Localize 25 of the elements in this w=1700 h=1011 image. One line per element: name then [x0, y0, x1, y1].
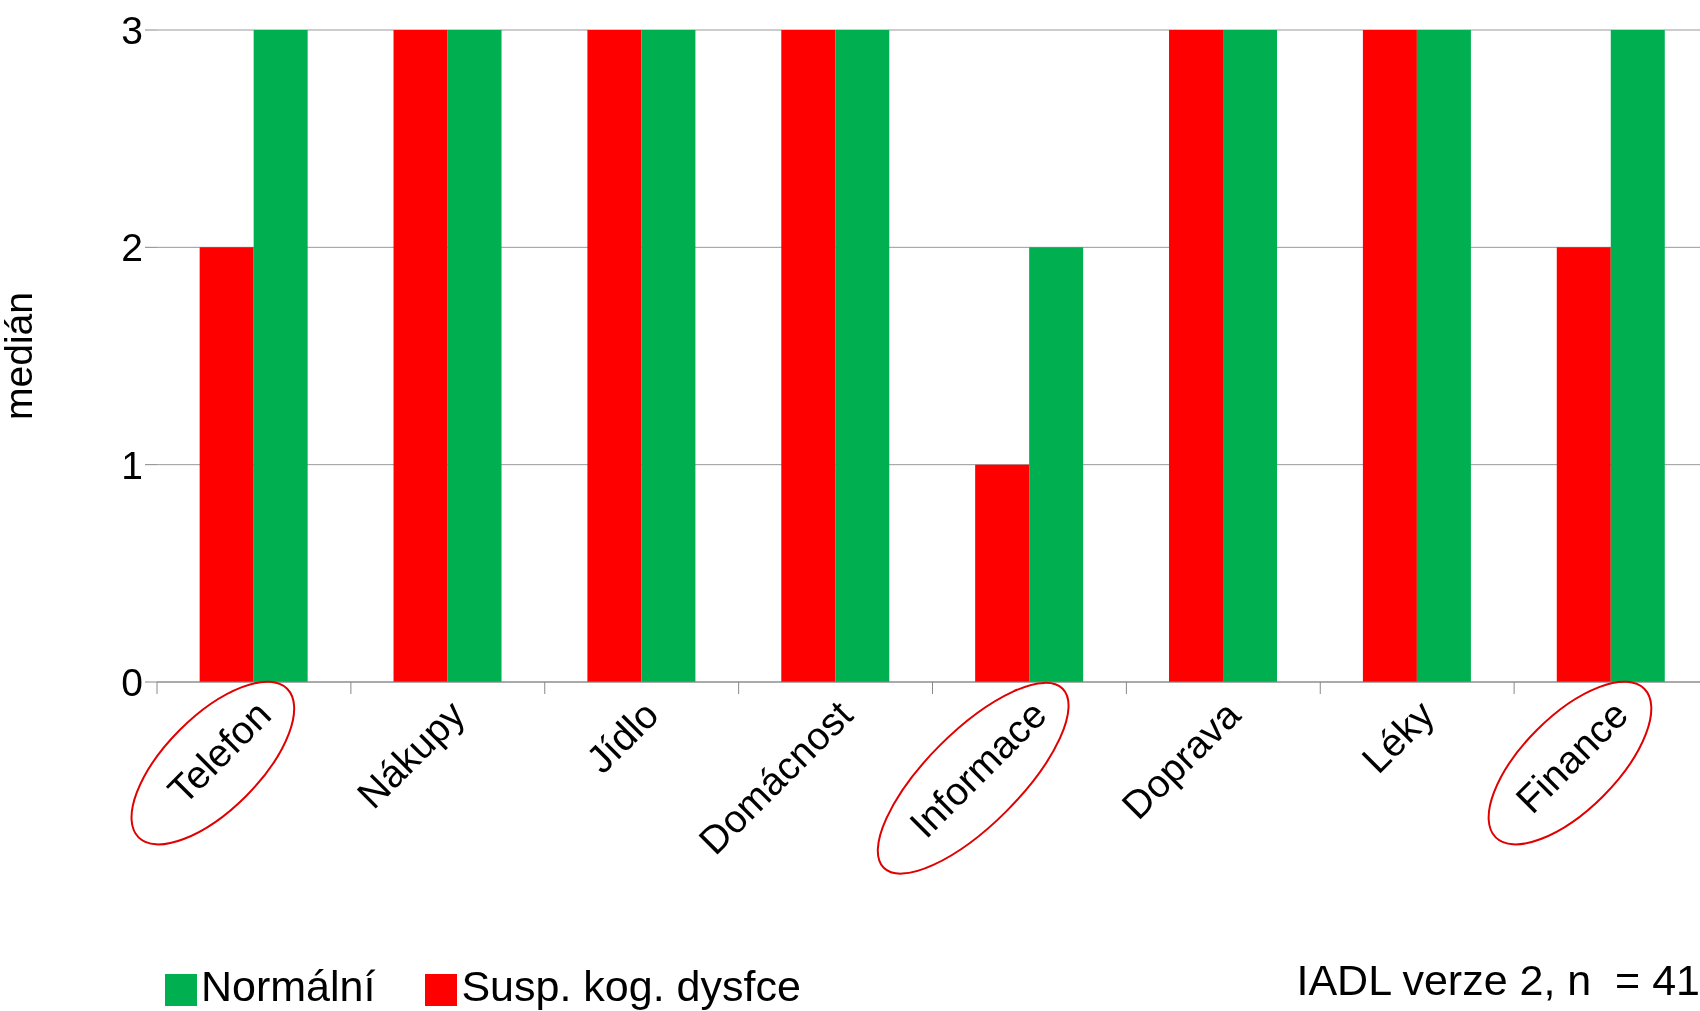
bar: [447, 30, 502, 682]
y-tick-label: 0: [121, 660, 143, 704]
bar: [1029, 247, 1084, 682]
text: IADL verze 2, n = 41: [1296, 956, 1700, 1005]
legend-label: Normální: [201, 962, 376, 1010]
bar: [253, 30, 308, 682]
bar: [975, 464, 1030, 682]
bar: [1556, 247, 1611, 682]
y-axis-title: medián: [0, 292, 40, 420]
bar: [1362, 30, 1417, 682]
bar: [199, 247, 254, 682]
bar: [1610, 30, 1665, 682]
bar: [835, 30, 890, 682]
bar: [781, 30, 836, 682]
y-tick-label: 3: [121, 8, 143, 52]
bar: [641, 30, 696, 682]
bar: [1169, 30, 1224, 682]
x-tick-label: Jídlo: [577, 692, 667, 782]
bar: [587, 30, 642, 682]
bar: [1223, 30, 1278, 682]
y-tick-label: 2: [121, 226, 143, 270]
legend-label: Susp. kog. dysfce: [461, 962, 801, 1010]
bar: [393, 30, 448, 682]
bar: [1416, 30, 1471, 682]
y-tick-label: 1: [121, 443, 143, 487]
